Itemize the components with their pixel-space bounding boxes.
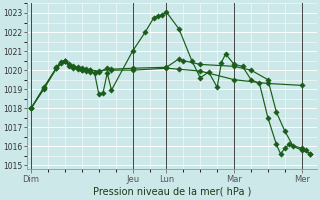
- X-axis label: Pression niveau de la mer( hPa ): Pression niveau de la mer( hPa ): [92, 187, 251, 197]
